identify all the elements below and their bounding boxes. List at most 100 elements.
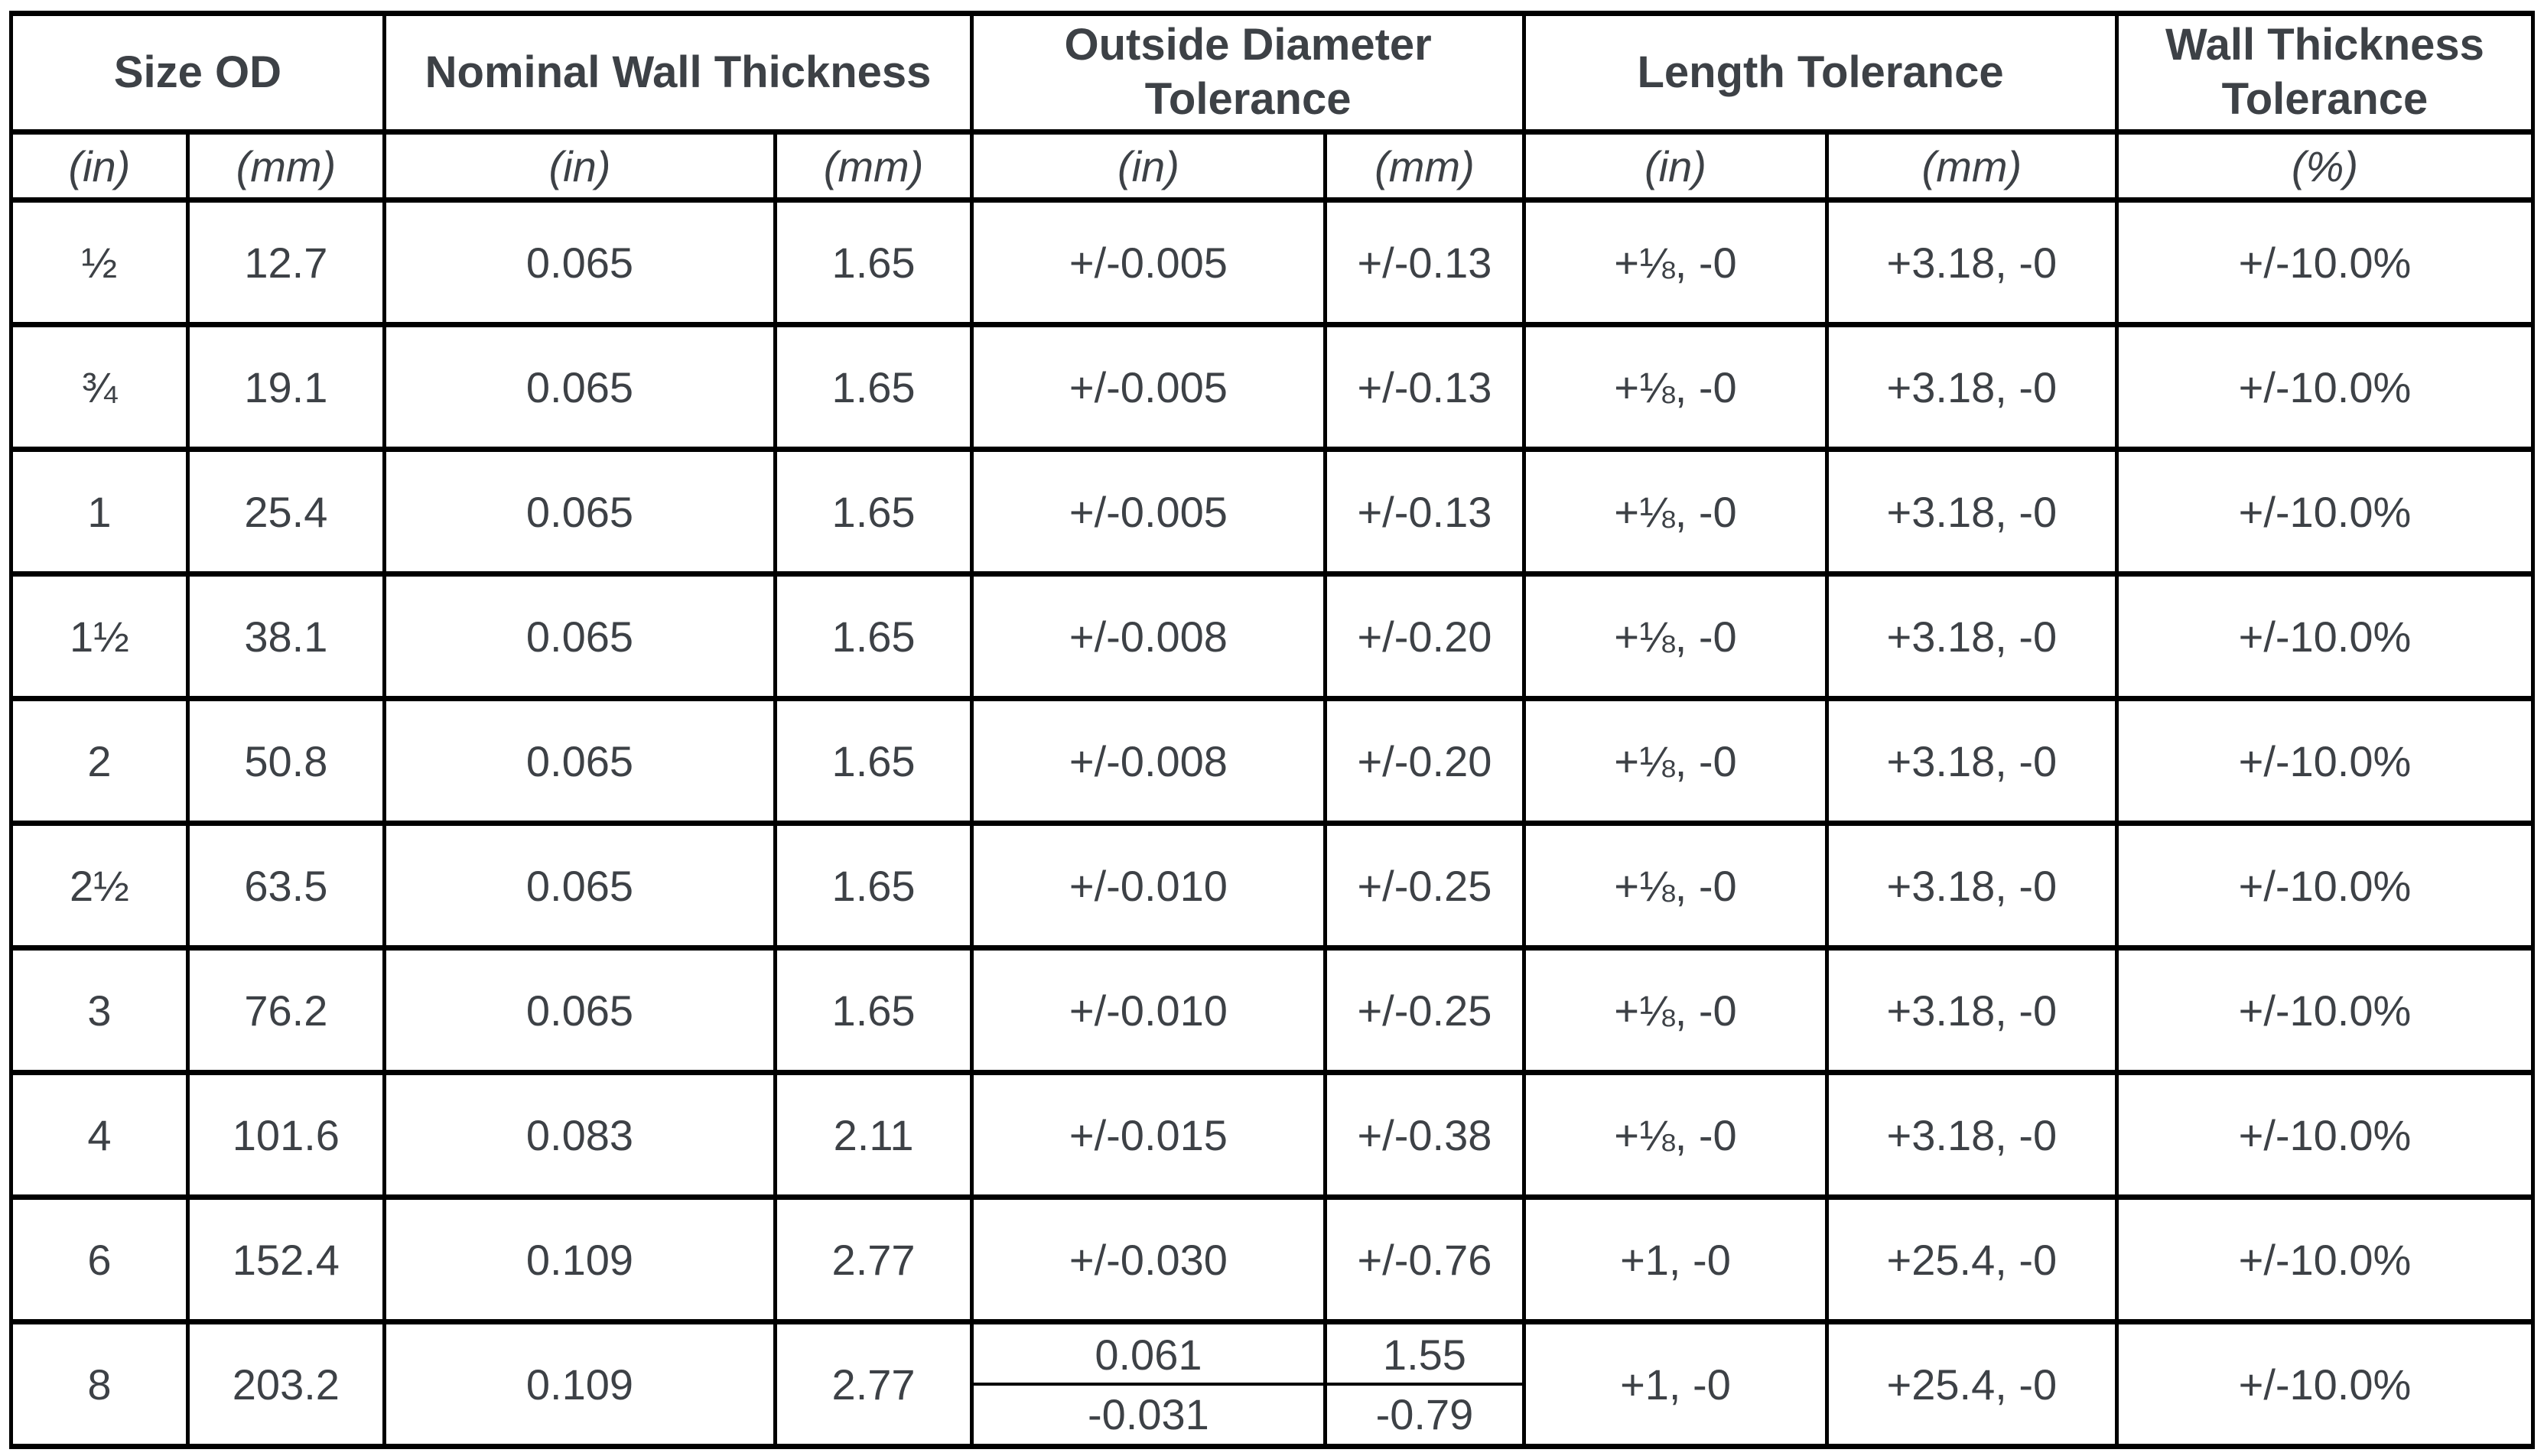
table-cell: 203.2 <box>185 1319 386 1449</box>
subheader-unit-1: (mm) <box>185 129 386 203</box>
split-cell-bottom-value: -0.031 <box>1088 1389 1209 1438</box>
subheader-row: (in) (mm) (in) (mm) (in) (mm) (in) (mm) (%) <box>9 129 2536 203</box>
table-cell: +/-0.005 <box>970 197 1327 327</box>
table-cell: +/-10.0% <box>2114 571 2536 701</box>
table-cell: +/-0.030 <box>970 1194 1327 1324</box>
table-cell: +⅛, -0 <box>1522 571 1829 701</box>
table-cell: 2 <box>9 696 190 826</box>
table-cell: +3.18, -0 <box>1824 197 2119 327</box>
table-row: 3 76.2 0.065 1.65 +/-0.010 +/-0.25 +⅛, -0 +3.18… <box>9 945 2536 1075</box>
table-cell: 0.065 <box>382 696 777 826</box>
table-cell: 1.65 <box>773 696 974 826</box>
table-cell: 1.65 <box>773 821 974 951</box>
table-cell: +/-10.0% <box>2114 696 2536 826</box>
table-cell: +⅛, -0 <box>1522 322 1829 452</box>
table-body: ½ 12.7 0.065 1.65 +/-0.005 +/-0.13 +⅛, -0 +3.18… <box>9 197 2536 1449</box>
table-cell: +3.18, -0 <box>1824 1070 2119 1200</box>
table-cell: +1, -0 <box>1522 1319 1829 1449</box>
table-cell: 0.065 <box>382 447 777 577</box>
table-row: 8 203.2 0.109 2.77 0.061 -0.031 1.55 -0.79 +1, -… <box>9 1319 2536 1449</box>
group-header-row: Size OD Nominal Wall Thickness Outside D… <box>9 11 2536 135</box>
table-cell: +⅛, -0 <box>1522 447 1829 577</box>
table-cell: 8 <box>9 1319 190 1449</box>
table-cell: +/-10.0% <box>2114 821 2536 951</box>
table-cell: 6 <box>9 1194 190 1324</box>
table-cell: +⅛, -0 <box>1522 197 1829 327</box>
pipe-tolerance-table: Size OD Nominal Wall Thickness Outside D… <box>9 11 2536 1449</box>
split-cell-top-value: 0.061 <box>975 1328 1322 1386</box>
table-cell: +3.18, -0 <box>1824 945 2119 1075</box>
group-header-wall-thickness-tolerance: Wall Thickness Tolerance <box>2114 11 2536 135</box>
table-row: 2½ 63.5 0.065 1.65 +/-0.010 +/-0.25 +⅛, -0 +3.1… <box>9 821 2536 951</box>
group-header-size-od: Size OD <box>9 11 386 135</box>
table-cell: 1 <box>9 447 190 577</box>
subheader-unit-5: (mm) <box>1322 129 1527 203</box>
group-header-outside-diameter-tolerance: Outside Diameter Tolerance <box>970 11 1527 135</box>
table-cell: +/-0.76 <box>1322 1194 1527 1324</box>
table-cell: 1.65 <box>773 322 974 452</box>
split-cell-bottom-value: -0.79 <box>1375 1389 1474 1438</box>
group-header-length-tolerance: Length Tolerance <box>1522 11 2119 135</box>
subheader-unit-4: (in) <box>970 129 1327 203</box>
table-cell: +/-0.015 <box>970 1070 1327 1200</box>
table-cell: 0.109 <box>382 1194 777 1324</box>
table-cell: 38.1 <box>185 571 386 701</box>
table-cell: +⅛, -0 <box>1522 1070 1829 1200</box>
table-cell: +/-0.25 <box>1322 945 1527 1075</box>
table-cell: +⅛, -0 <box>1522 696 1829 826</box>
table-cell: 50.8 <box>185 696 386 826</box>
table-cell: 0.065 <box>382 821 777 951</box>
split-cell-top-value: 1.55 <box>1329 1328 1521 1386</box>
table-cell: +/-10.0% <box>2114 197 2536 327</box>
split-tolerance-cell: 0.061 -0.031 <box>970 1319 1327 1449</box>
table-cell: 2.77 <box>773 1194 974 1324</box>
table-row: 6 152.4 0.109 2.77 +/-0.030 +/-0.76 +1, -0 +25.… <box>9 1194 2536 1324</box>
table-cell: 2½ <box>9 821 190 951</box>
table-cell: +/-0.13 <box>1322 197 1527 327</box>
table-cell: ½ <box>9 197 190 327</box>
table-cell: +/-0.005 <box>970 447 1327 577</box>
table-cell: 4 <box>9 1070 190 1200</box>
table-cell: ¾ <box>9 322 190 452</box>
subheader-unit-7: (mm) <box>1824 129 2119 203</box>
table-cell: +/-10.0% <box>2114 1194 2536 1324</box>
table-cell: 101.6 <box>185 1070 386 1200</box>
table-cell: 25.4 <box>185 447 386 577</box>
table-cell: 0.109 <box>382 1319 777 1449</box>
table-cell: +/-0.010 <box>970 821 1327 951</box>
subheader-unit-6: (in) <box>1522 129 1829 203</box>
table-cell: +⅛, -0 <box>1522 945 1829 1075</box>
table-cell: 1½ <box>9 571 190 701</box>
table-cell: +/-0.008 <box>970 696 1327 826</box>
table-cell: +/-10.0% <box>2114 1070 2536 1200</box>
table-cell: +/-10.0% <box>2114 447 2536 577</box>
table-cell: +3.18, -0 <box>1824 821 2119 951</box>
table-cell: 0.065 <box>382 322 777 452</box>
table-cell: +/-0.008 <box>970 571 1327 701</box>
table-cell: +3.18, -0 <box>1824 696 2119 826</box>
table-cell: +3.18, -0 <box>1824 571 2119 701</box>
table-cell: 0.065 <box>382 945 777 1075</box>
table-row: ½ 12.7 0.065 1.65 +/-0.005 +/-0.13 +⅛, -0 +3.18… <box>9 197 2536 327</box>
table-cell: +25.4, -0 <box>1824 1194 2119 1324</box>
table-cell: +/-0.20 <box>1322 571 1527 701</box>
table-row: 1½ 38.1 0.065 1.65 +/-0.008 +/-0.20 +⅛, -0 +3.1… <box>9 571 2536 701</box>
table-cell: 2.77 <box>773 1319 974 1449</box>
table-cell: +/-0.005 <box>970 322 1327 452</box>
split-tolerance-cell: 1.55 -0.79 <box>1322 1319 1527 1449</box>
table-cell: +/-10.0% <box>2114 945 2536 1075</box>
table-cell: 0.065 <box>382 197 777 327</box>
table-cell: 3 <box>9 945 190 1075</box>
table-cell: 12.7 <box>185 197 386 327</box>
table-cell: +/-0.13 <box>1322 447 1527 577</box>
table-cell: +/-10.0% <box>2114 322 2536 452</box>
table-cell: +3.18, -0 <box>1824 322 2119 452</box>
table-cell: +⅛, -0 <box>1522 821 1829 951</box>
table-cell: +25.4, -0 <box>1824 1319 2119 1449</box>
table-cell: 0.083 <box>382 1070 777 1200</box>
table-cell: +/-0.25 <box>1322 821 1527 951</box>
subheader-unit-3: (mm) <box>773 129 974 203</box>
table-cell: 1.65 <box>773 945 974 1075</box>
table-cell: 19.1 <box>185 322 386 452</box>
